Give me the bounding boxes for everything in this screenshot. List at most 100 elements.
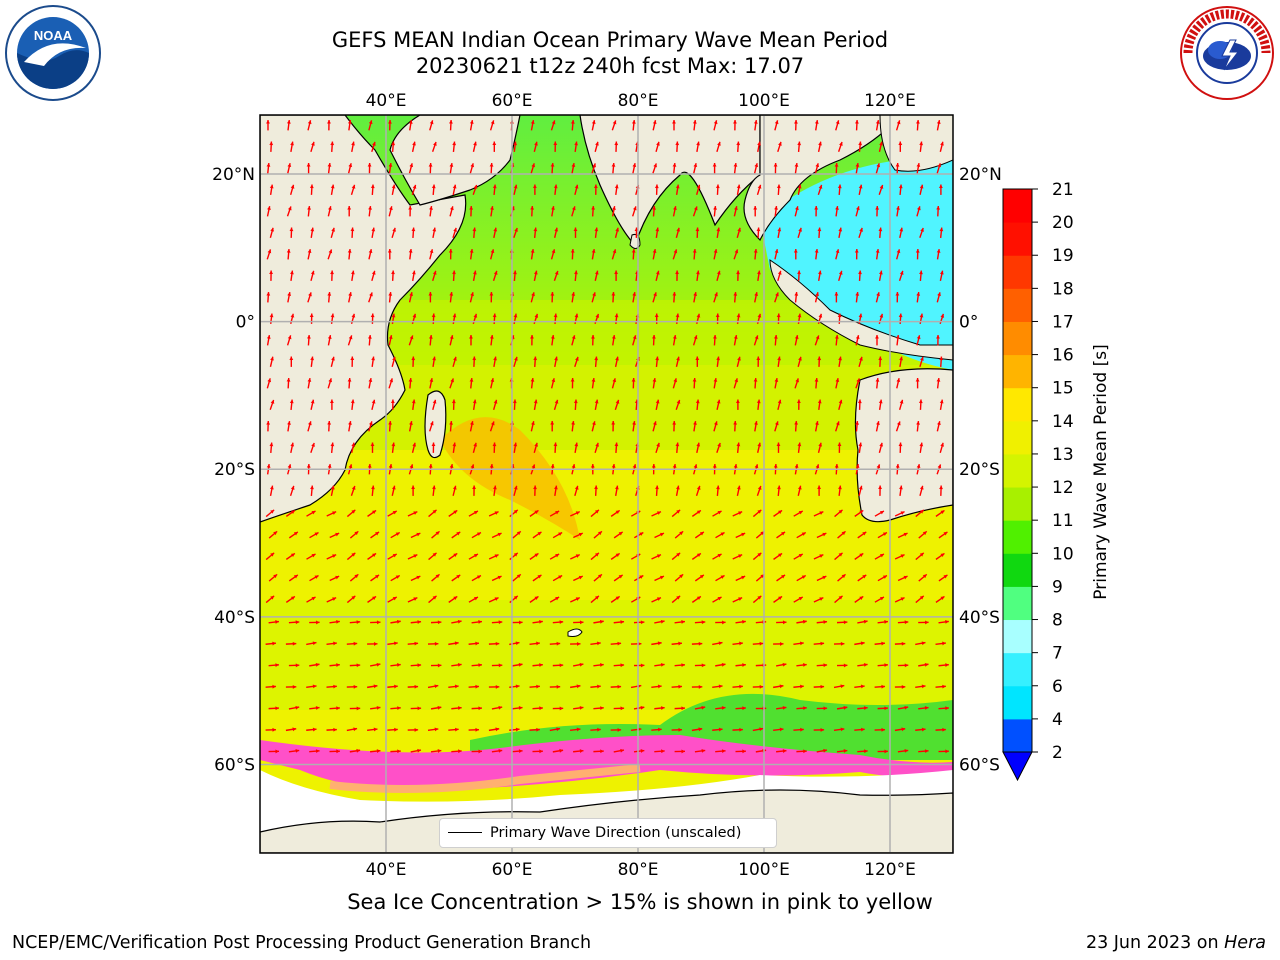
wave-direction-arrow xyxy=(452,270,456,281)
colorbar-segment xyxy=(1003,255,1032,289)
wave-direction-arrow xyxy=(919,141,924,152)
wave-direction-arrow xyxy=(939,270,944,281)
wave-direction-arrow xyxy=(691,552,702,560)
colorbar-tick-label: 11 xyxy=(1052,511,1074,531)
wave-direction-arrow xyxy=(549,727,561,732)
wave-direction-arrow xyxy=(348,292,353,303)
wave-direction-arrow xyxy=(594,485,598,496)
wave-direction-arrow xyxy=(614,270,619,281)
wave-direction-arrow xyxy=(431,184,436,195)
wave-direction-arrow xyxy=(712,727,723,732)
wave-direction-arrow xyxy=(655,485,659,496)
wave-direction-arrow xyxy=(533,227,538,238)
wave-direction-arrow xyxy=(449,291,454,303)
colorbar-extend-arrow xyxy=(1002,751,1033,782)
wave-direction-arrow xyxy=(573,575,584,582)
wave-direction-arrow xyxy=(488,596,499,603)
wave-direction-arrow xyxy=(674,530,684,539)
wave-direction-arrow xyxy=(408,205,413,217)
wave-direction-arrow xyxy=(492,270,498,281)
wave-direction-arrow xyxy=(451,706,462,710)
wave-direction-arrow xyxy=(915,248,920,260)
wave-direction-arrow xyxy=(793,684,804,689)
wave-direction-arrow xyxy=(468,727,480,732)
wave-direction-arrow xyxy=(532,749,543,754)
wave-direction-arrow xyxy=(916,206,921,217)
wave-direction-arrow xyxy=(675,442,680,453)
wave-direction-arrow xyxy=(655,227,660,238)
wave-direction-arrow xyxy=(895,334,900,346)
wave-direction-arrow xyxy=(266,334,271,346)
wave-direction-arrow xyxy=(532,706,543,711)
southeast-asia-land xyxy=(743,115,901,242)
legend-label: Primary Wave Direction (unscaled) xyxy=(490,825,742,841)
wave-direction-arrow xyxy=(327,378,333,389)
wave-direction-arrow xyxy=(529,727,540,732)
wave-direction-arrow xyxy=(530,205,535,217)
wave-direction-arrow xyxy=(367,509,377,517)
wave-direction-arrow xyxy=(833,684,845,689)
wave-direction-arrow xyxy=(918,573,928,582)
colorbar-label: Primary Wave Mean Period [s] xyxy=(1091,344,1111,599)
wave-direction-arrow xyxy=(432,399,437,410)
wave-direction-arrow xyxy=(611,162,616,174)
colorbar-segment xyxy=(1003,420,1032,455)
wave-direction-arrow xyxy=(530,421,535,432)
wave-direction-arrow xyxy=(449,420,454,432)
wave-direction-arrow xyxy=(797,442,802,453)
wave-direction-arrow xyxy=(471,749,483,754)
lat-tick-label: 20°N xyxy=(959,165,1002,185)
wave-direction-arrow xyxy=(448,595,458,603)
wave-direction-arrow xyxy=(857,619,868,624)
wave-direction-arrow xyxy=(713,377,718,389)
wave-direction-arrow xyxy=(451,662,462,667)
wave-direction-arrow xyxy=(837,184,842,195)
wave-direction-arrow xyxy=(387,553,398,560)
wave-direction-arrow xyxy=(875,292,880,303)
wave-direction-arrow xyxy=(427,727,439,732)
wave-direction-arrow xyxy=(410,748,422,753)
wave-direction-arrow xyxy=(610,641,622,646)
wave-direction-arrow xyxy=(268,663,280,668)
wave-direction-arrow xyxy=(391,356,396,367)
wave-direction-arrow xyxy=(512,706,523,710)
wave-direction-arrow xyxy=(633,620,645,625)
wave-direction-arrow xyxy=(327,162,332,174)
wave-direction-arrow xyxy=(370,749,381,753)
wave-direction-arrow xyxy=(858,184,863,195)
wave-direction-arrow xyxy=(469,163,475,174)
wave-direction-arrow xyxy=(469,421,474,432)
wave-direction-arrow xyxy=(938,663,949,667)
colorbar: 2 4 6 7 8 9 10 11 12 13 14 15 16 17 18 19 20 21 xyxy=(1002,180,1074,782)
wave-direction-arrow xyxy=(509,641,520,646)
footer-date-text: 23 Jun 2023 on xyxy=(1085,933,1225,953)
wave-direction-arrow xyxy=(307,421,312,432)
wave-direction-arrow xyxy=(310,485,314,496)
wave-direction-arrow xyxy=(777,399,782,410)
wave-direction-arrow xyxy=(793,249,798,260)
wave-direction-arrow xyxy=(814,377,819,389)
wave-direction-arrow xyxy=(916,119,920,131)
wave-direction-arrow xyxy=(268,749,280,754)
wave-direction-arrow xyxy=(817,485,822,496)
wave-direction-arrow xyxy=(571,291,576,303)
wave-direction-arrow xyxy=(732,684,743,689)
wave-direction-arrow xyxy=(857,749,868,754)
wave-direction-arrow xyxy=(407,553,418,560)
chart-subtitle: 20230621 t12z 240h fcst Max: 17.07 xyxy=(415,54,805,78)
wave-direction-arrow xyxy=(330,184,335,195)
wave-direction-arrow xyxy=(448,552,458,560)
wave-direction-arrow xyxy=(894,685,906,689)
wave-direction-arrow xyxy=(671,509,681,518)
wave-direction-arrow xyxy=(834,162,839,174)
wave-direction-arrow xyxy=(591,163,597,174)
wave-direction-arrow xyxy=(573,705,584,710)
wave-direction-arrow xyxy=(452,442,457,453)
wave-direction-arrow xyxy=(327,335,332,346)
wave-direction-arrow xyxy=(530,292,535,303)
wave-direction-arrow xyxy=(894,641,906,646)
wave-direction-arrow xyxy=(391,227,396,238)
wave-direction-arrow xyxy=(793,553,804,560)
wave-direction-arrow xyxy=(285,552,296,560)
wave-direction-arrow xyxy=(469,205,474,217)
